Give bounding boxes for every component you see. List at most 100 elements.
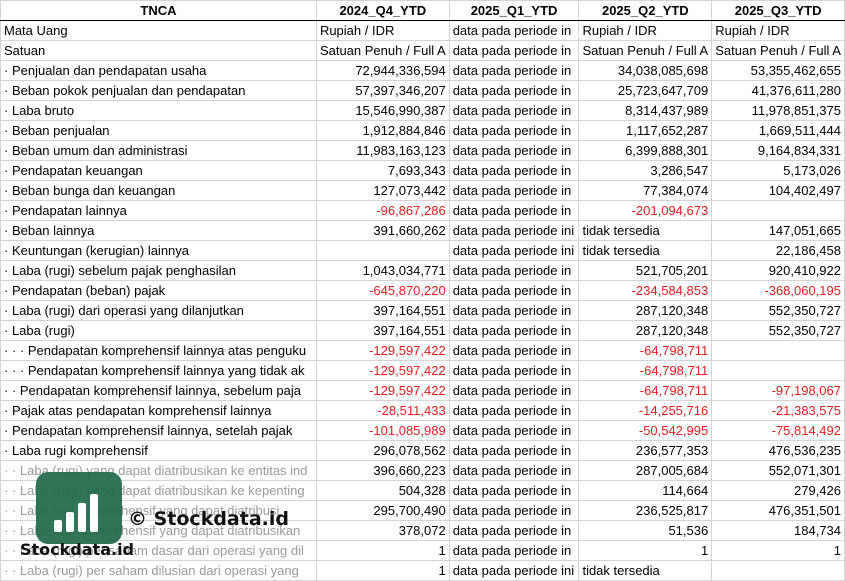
table-cell[interactable]: data pada periode in: [448, 480, 580, 501]
table-cell[interactable]: -14,255,716: [578, 400, 713, 421]
table-cell[interactable]: 127,073,442: [315, 180, 450, 201]
table-cell[interactable]: data pada periode in: [448, 80, 580, 101]
table-cell[interactable]: 15,546,990,387: [315, 100, 450, 121]
table-cell[interactable]: 57,397,346,207: [315, 80, 450, 101]
row-label[interactable]: · · Pendapatan komprehensif lainnya, seb…: [0, 380, 317, 401]
table-cell[interactable]: -64,798,711: [578, 380, 713, 401]
table-cell[interactable]: 22,186,458: [711, 240, 845, 261]
row-label[interactable]: · · Laba (rugi) yang dapat diatribusikan…: [0, 480, 317, 501]
row-label[interactable]: · Pajak atas pendapatan komprehensif lai…: [0, 400, 317, 421]
table-cell[interactable]: 1,669,511,444: [711, 120, 845, 141]
table-cell[interactable]: 1,043,034,771: [315, 260, 450, 281]
row-label[interactable]: · · Laba rugi komprehensif yang dapat di…: [0, 500, 317, 521]
table-cell[interactable]: [711, 200, 845, 221]
table-cell[interactable]: 476,536,235: [711, 440, 845, 461]
table-cell[interactable]: 1,912,884,846: [315, 120, 450, 141]
table-cell[interactable]: 920,410,922: [711, 260, 845, 281]
table-cell[interactable]: -368,060,195: [711, 280, 845, 301]
table-cell[interactable]: data pada periode in: [448, 40, 580, 61]
row-label[interactable]: Mata Uang: [0, 20, 317, 41]
table-cell[interactable]: data pada periode in: [448, 300, 580, 321]
row-label[interactable]: · Pendapatan (beban) pajak: [0, 280, 317, 301]
table-cell[interactable]: Rupiah / IDR: [578, 20, 713, 41]
table-cell[interactable]: 1: [315, 560, 450, 581]
table-cell[interactable]: -75,814,492: [711, 420, 845, 441]
table-cell[interactable]: -21,383,575: [711, 400, 845, 421]
table-cell[interactable]: 397,164,551: [315, 300, 450, 321]
table-cell[interactable]: Rupiah / IDR: [315, 20, 450, 41]
table-cell[interactable]: -129,597,422: [315, 340, 450, 361]
table-cell[interactable]: 287,120,348: [578, 320, 713, 341]
table-cell[interactable]: data pada periode in: [448, 260, 580, 281]
table-cell[interactable]: 11,983,163,123: [315, 140, 450, 161]
table-cell[interactable]: -101,085,989: [315, 420, 450, 441]
table-cell[interactable]: 552,071,301: [711, 460, 845, 481]
row-label[interactable]: · · Laba (rugi) yang dapat diatribusikan…: [0, 460, 317, 481]
table-cell[interactable]: 552,350,727: [711, 300, 845, 321]
table-cell[interactable]: data pada periode ini: [448, 240, 580, 261]
table-cell[interactable]: 1: [578, 540, 713, 561]
row-label[interactable]: · · Laba rugi komprehensif yang dapat di…: [0, 520, 317, 541]
table-cell[interactable]: 521,705,201: [578, 260, 713, 281]
table-cell[interactable]: [711, 340, 845, 361]
row-label[interactable]: · · Laba (rugi) per saham dilusian dari …: [0, 560, 317, 581]
row-label[interactable]: · Laba (rugi): [0, 320, 317, 341]
table-cell[interactable]: 287,120,348: [578, 300, 713, 321]
table-cell[interactable]: data pada periode in: [448, 200, 580, 221]
row-label[interactable]: · Laba (rugi) sebelum pajak penghasilan: [0, 260, 317, 281]
header-period[interactable]: 2024_Q4_YTD: [315, 0, 450, 21]
table-cell[interactable]: data pada periode in: [448, 160, 580, 181]
table-cell[interactable]: -201,094,673: [578, 200, 713, 221]
table-cell[interactable]: data pada periode in: [448, 60, 580, 81]
table-cell[interactable]: data pada periode ini: [448, 560, 580, 581]
table-cell[interactable]: Rupiah / IDR: [711, 20, 845, 41]
table-cell[interactable]: tidak tersedia: [578, 240, 713, 261]
table-cell[interactable]: 184,734: [711, 520, 845, 541]
table-cell[interactable]: data pada periode in: [448, 320, 580, 341]
table-cell[interactable]: [711, 560, 845, 581]
table-cell[interactable]: 279,426: [711, 480, 845, 501]
table-cell[interactable]: 3,286,547: [578, 160, 713, 181]
table-cell[interactable]: 1,117,652,287: [578, 120, 713, 141]
table-cell[interactable]: data pada periode in: [448, 140, 580, 161]
row-label[interactable]: · Laba bruto: [0, 100, 317, 121]
table-cell[interactable]: 104,402,497: [711, 180, 845, 201]
table-cell[interactable]: -129,597,422: [315, 360, 450, 381]
table-cell[interactable]: data pada periode in: [448, 380, 580, 401]
header-period[interactable]: 2025_Q3_YTD: [711, 0, 845, 21]
header-period[interactable]: 2025_Q2_YTD: [578, 0, 713, 21]
row-label[interactable]: · Beban bunga dan keuangan: [0, 180, 317, 201]
table-cell[interactable]: 295,700,490: [315, 500, 450, 521]
row-label[interactable]: · · Laba (rugi) per saham dasar dari ope…: [0, 540, 317, 561]
table-cell[interactable]: [711, 360, 845, 381]
table-cell[interactable]: 391,660,262: [315, 220, 450, 241]
table-cell[interactable]: 397,164,551: [315, 320, 450, 341]
table-cell[interactable]: data pada periode in: [448, 280, 580, 301]
table-cell[interactable]: data pada periode in: [448, 540, 580, 561]
table-cell[interactable]: 236,525,817: [578, 500, 713, 521]
table-cell[interactable]: data pada periode in: [448, 340, 580, 361]
table-cell[interactable]: 11,978,851,375: [711, 100, 845, 121]
table-cell[interactable]: 1: [315, 540, 450, 561]
table-cell[interactable]: 72,944,336,594: [315, 60, 450, 81]
row-label[interactable]: · Keuntungan (kerugian) lainnya: [0, 240, 317, 261]
table-cell[interactable]: 378,072: [315, 520, 450, 541]
row-label[interactable]: · · · Pendapatan komprehensif lainnya ya…: [0, 360, 317, 381]
table-cell[interactable]: data pada periode in: [448, 100, 580, 121]
table-cell[interactable]: 53,355,462,655: [711, 60, 845, 81]
row-label[interactable]: · Beban penjualan: [0, 120, 317, 141]
table-cell[interactable]: tidak tersedia: [578, 560, 713, 581]
table-cell[interactable]: -234,584,853: [578, 280, 713, 301]
table-cell[interactable]: Satuan Penuh / Full A: [315, 40, 450, 61]
header-company[interactable]: TNCA: [0, 0, 317, 21]
row-label[interactable]: · Beban pokok penjualan dan pendapatan: [0, 80, 317, 101]
table-cell[interactable]: tidak tersedia: [578, 220, 713, 241]
table-cell[interactable]: data pada periode in: [448, 120, 580, 141]
table-cell[interactable]: 7,693,343: [315, 160, 450, 181]
table-cell[interactable]: -64,798,711: [578, 340, 713, 361]
row-label[interactable]: · Penjualan dan pendapatan usaha: [0, 60, 317, 81]
row-label[interactable]: · Beban umum dan administrasi: [0, 140, 317, 161]
table-cell[interactable]: 1: [711, 540, 845, 561]
table-cell[interactable]: -645,870,220: [315, 280, 450, 301]
table-cell[interactable]: 476,351,501: [711, 500, 845, 521]
